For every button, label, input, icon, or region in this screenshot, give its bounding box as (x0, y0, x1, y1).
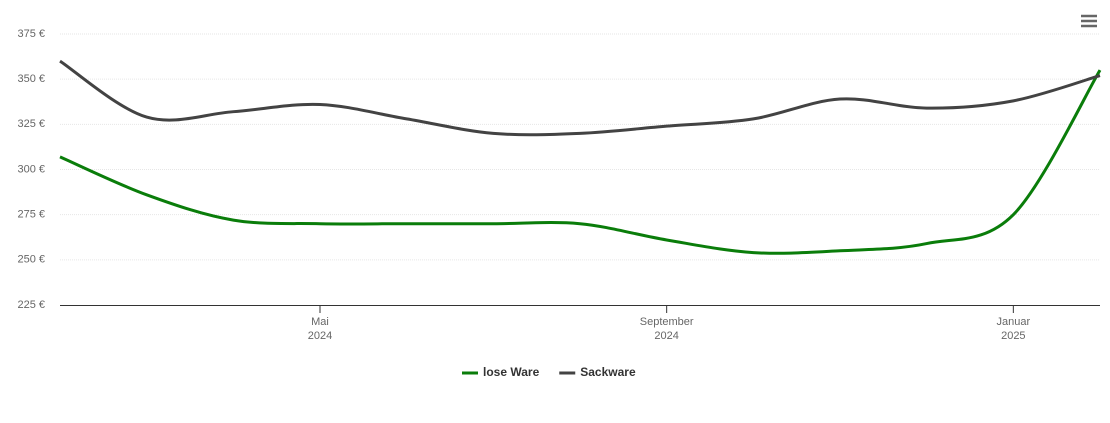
y-tick-label: 375 € (17, 28, 45, 40)
y-tick-label: 325 € (17, 118, 45, 130)
y-tick-label: 250 € (17, 254, 45, 266)
y-tick-label: 275 € (17, 209, 45, 221)
series-line (59, 69, 1102, 255)
series-line (59, 59, 1101, 137)
legend: lose Ware Sackware (462, 365, 636, 379)
legend-label: Sackware (580, 365, 636, 379)
x-tick-label: Mai 2024 (308, 316, 332, 342)
menu-button[interactable] (1078, 12, 1100, 32)
legend-label: lose Ware (483, 365, 540, 379)
y-tick-label: 350 € (17, 73, 45, 85)
x-tick-label: September 2024 (640, 316, 694, 342)
y-tick-label: 225 € (17, 299, 45, 311)
y-tick-label: 300 € (17, 163, 45, 175)
x-tick-label: Januar 2025 (997, 316, 1031, 342)
